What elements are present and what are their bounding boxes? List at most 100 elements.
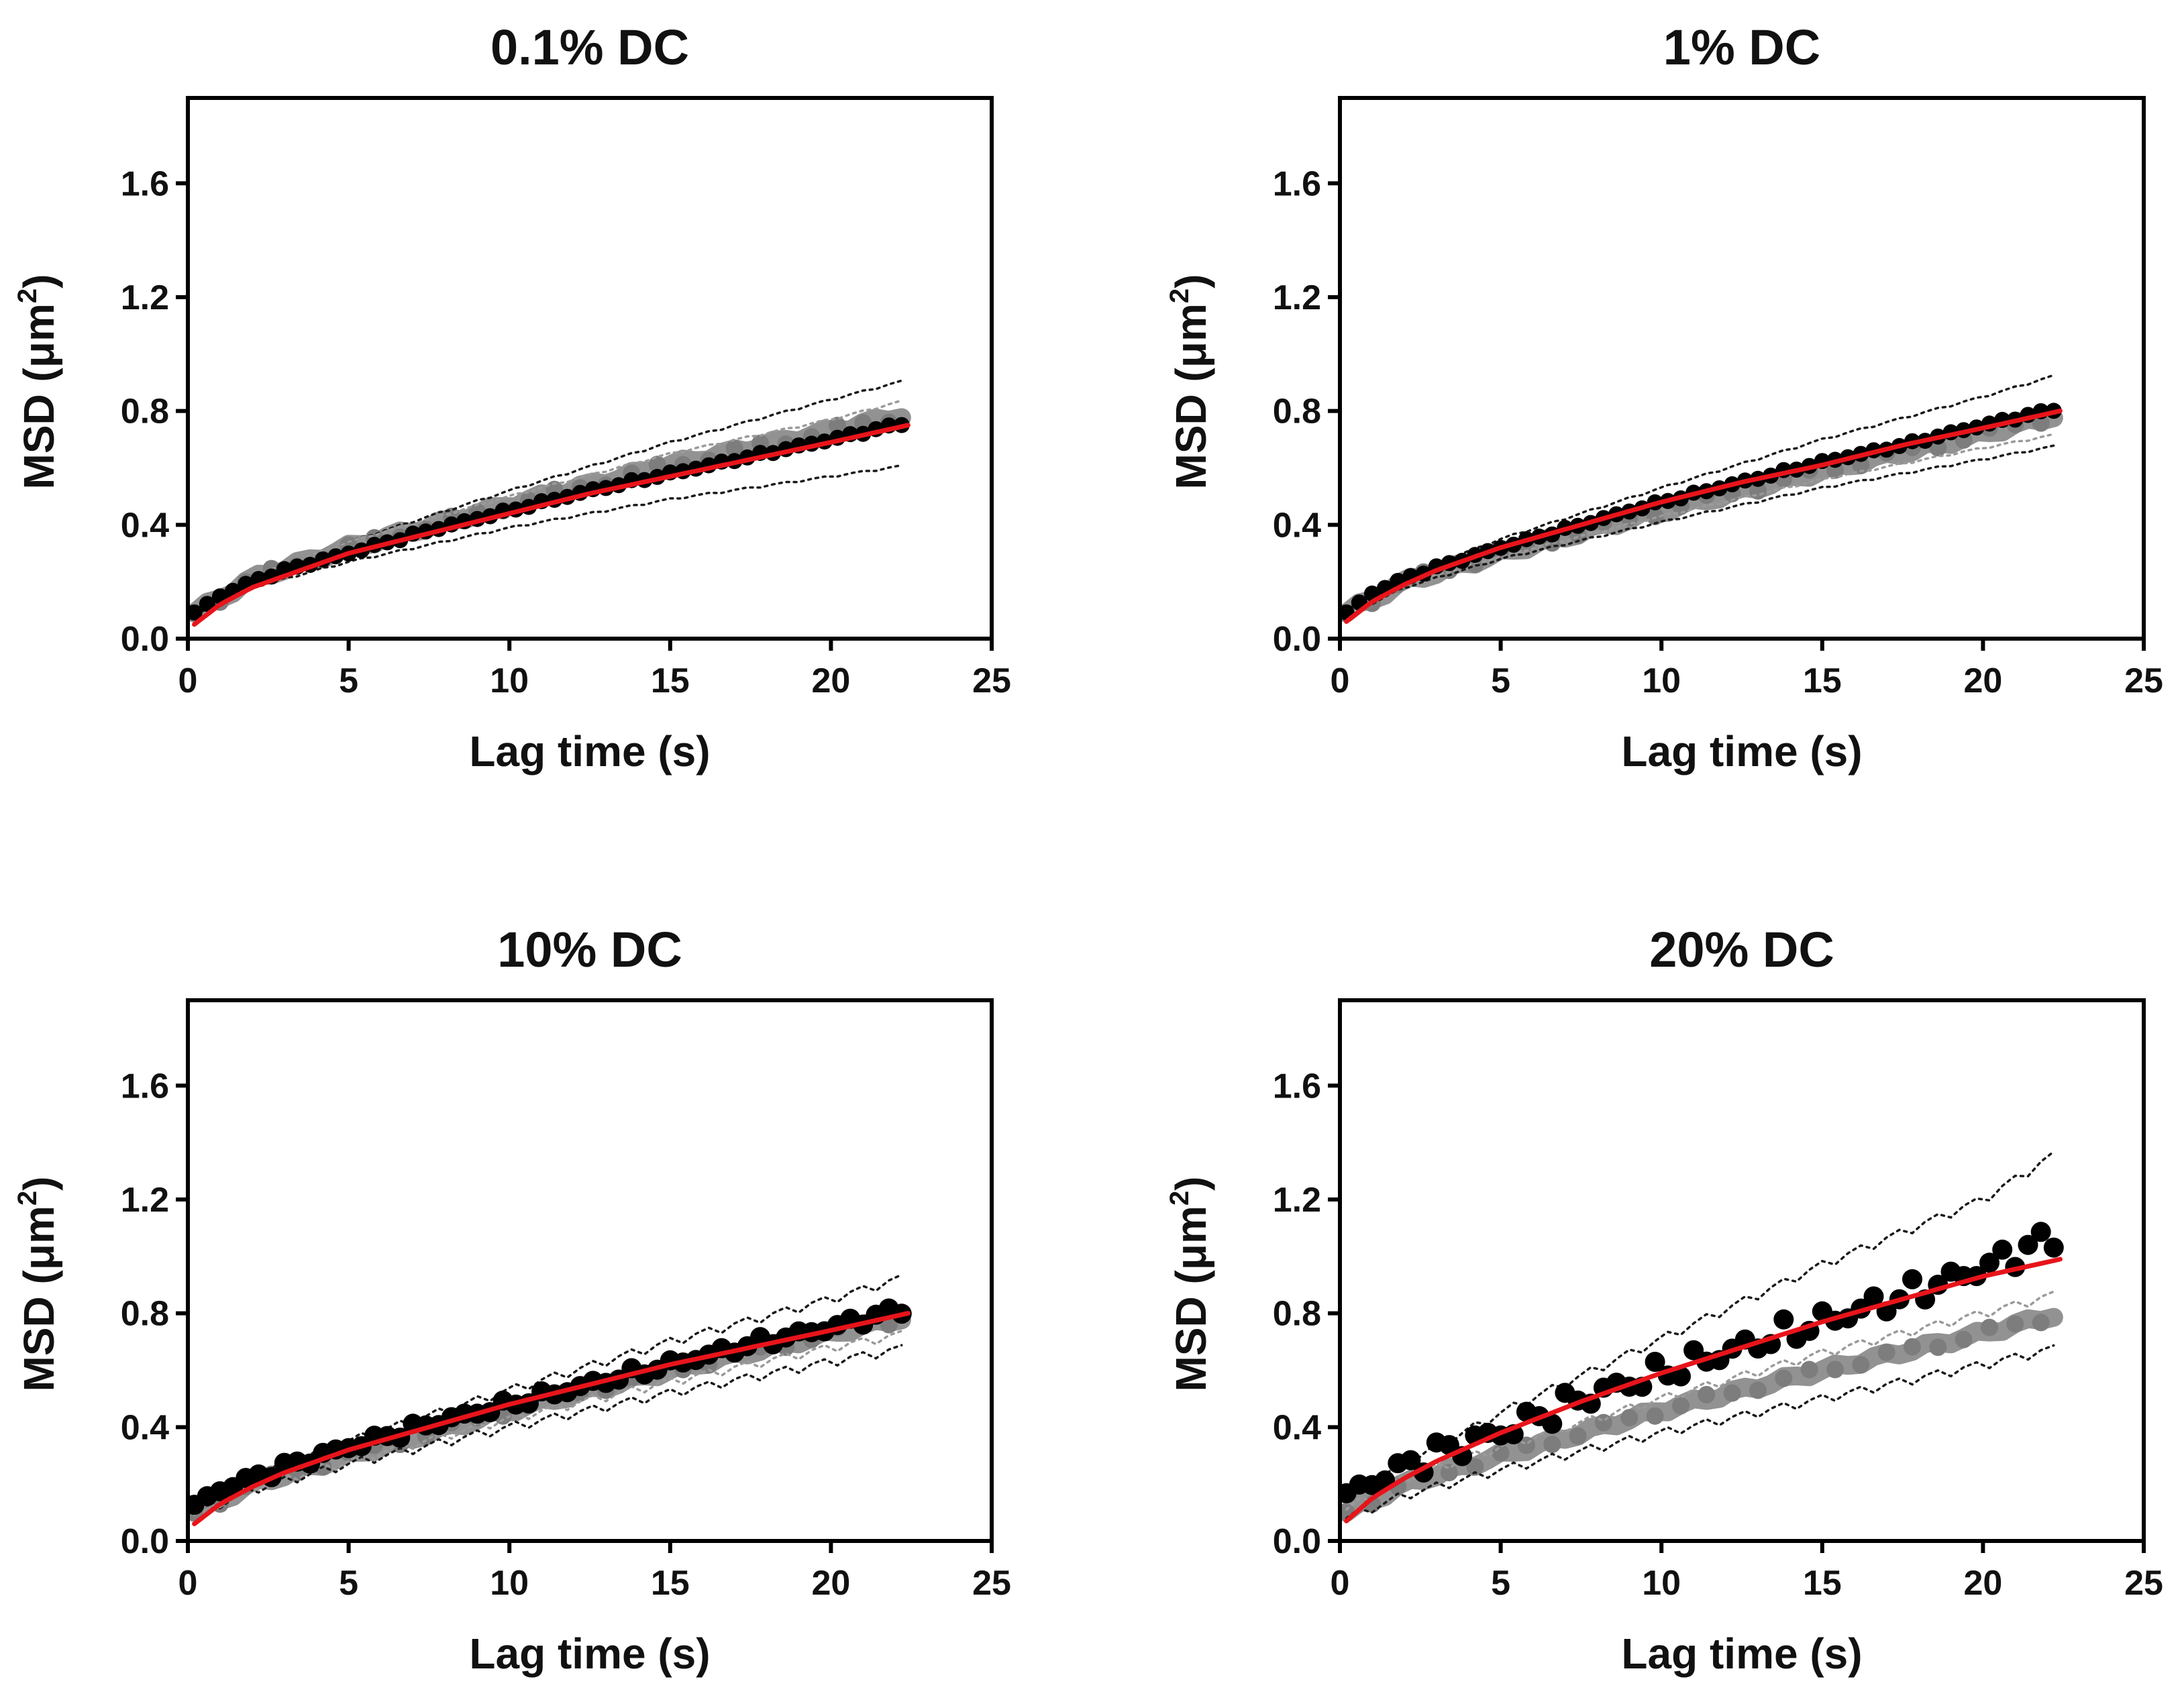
data-point [2018,1234,2038,1255]
y-axis-label: MSD (μm2) [13,274,63,490]
chart-panel-2: 10% DC 0.0 0.4 0.8 1.2 1.6 0 5 10 15 20 25 Lag time … [13,922,1011,1678]
x-tick-label: 20 [1963,661,2002,700]
y-tick-label: 0.0 [121,620,169,659]
x-tick-label: 5 [1491,661,1510,700]
series-CI-upper [1345,374,2055,612]
y-tick-label: 1.6 [121,1067,169,1106]
chart-title: 0.1% DC [490,19,689,75]
y-axis-label-sup: 2 [13,288,42,303]
data-point [2043,1237,2064,1258]
y-axis-label-base: MSD (μm [1167,1206,1215,1391]
chart-title: 20% DC [1649,922,1834,977]
y-tick-label: 0.8 [1273,392,1321,431]
y-axis-label-tail: ) [1167,1177,1215,1191]
x-axis-label: Lag time (s) [1621,727,1862,776]
band-marker [1620,1409,1639,1427]
series-fit [192,1311,911,1526]
band-marker [648,456,666,474]
band-marker [1440,1464,1458,1482]
data-point [188,604,203,621]
series-reference-lower [1345,433,2055,617]
series-CI-lower [193,1344,903,1517]
data-point [2030,1222,2051,1242]
band-marker [1492,1444,1510,1462]
band-marker [1852,456,1870,474]
series-CI-lower [1345,444,2055,617]
y-tick-label: 0.0 [1273,620,1321,659]
band-marker [2006,1315,2024,1333]
y-tick-label: 0.4 [1273,506,1321,545]
y-axis-label-sup: 2 [13,1191,42,1206]
y-tick-label: 1.2 [121,278,169,317]
data-point [1773,1309,1794,1330]
band-marker [1569,1427,1587,1445]
y-axis-label-tail: ) [1167,274,1215,288]
chart-panel-3: 20% DC 0.0 0.4 0.8 1.2 1.6 0 5 10 15 20 25 Lag time … [1165,922,2163,1678]
x-tick-label: 20 [811,661,850,700]
x-tick-label: 5 [1491,1564,1510,1603]
band-marker [2032,414,2050,432]
band-marker [1698,1385,1716,1403]
y-tick-label: 1.2 [121,1181,169,1220]
x-tick-label: 10 [1642,661,1681,700]
data-point [1863,1286,1884,1307]
y-tick-label: 1.6 [1273,164,1321,203]
y-tick-label: 1.2 [1273,278,1321,317]
y-tick-label: 1.6 [121,164,169,203]
band-marker [2032,1314,2050,1332]
band-marker [1800,1360,1818,1379]
y-tick-label: 0.0 [1273,1522,1321,1561]
y-tick-label: 0.8 [121,392,169,431]
x-tick-label: 0 [1331,661,1350,700]
band-marker [1929,439,1947,457]
band-marker [1826,1360,1844,1379]
y-axis-label-sup: 2 [1165,288,1194,303]
x-tick-label: 10 [490,1564,529,1603]
band-marker [829,417,846,435]
band-marker [1775,1369,1793,1387]
x-axis-label: Lag time (s) [469,1630,710,1678]
y-axis-label-tail: ) [15,1177,63,1191]
y-axis-label-base: MSD (μm [15,1206,63,1391]
x-tick-label: 25 [2124,661,2163,700]
band-marker [1466,1458,1484,1476]
data-point [199,596,215,612]
y-axis-label: MSD (μm2) [13,1177,63,1392]
band-marker [1981,1318,1998,1336]
series-fit [1344,1257,2063,1524]
band-marker [725,439,743,458]
x-tick-label: 10 [1642,1564,1681,1603]
data-point [1979,1252,1999,1273]
x-tick-label: 10 [490,661,529,700]
x-tick-label: 0 [178,661,198,700]
band-marker [1723,1384,1741,1402]
chart-title: 1% DC [1663,19,1820,75]
series-fit [192,423,911,627]
band-marker [1904,1338,1921,1356]
data-point [1671,1366,1691,1387]
plot-frame [186,96,994,641]
x-tick-label: 5 [339,661,358,700]
data-point [1400,1450,1421,1471]
series-reference-lower [193,1330,903,1517]
x-axis-label: Lag time (s) [469,727,710,776]
series-CI-upper [1345,1150,2055,1500]
y-axis-label-sup: 2 [1165,1191,1194,1206]
y-axis-label-base: MSD (μm [15,303,63,489]
x-tick-label: 0 [1331,1564,1350,1603]
y-tick-label: 1.2 [1273,1181,1321,1220]
band-marker [1543,1436,1561,1453]
chart-title: 10% DC [497,922,682,977]
data-point [1902,1269,1922,1289]
series-CI-upper [193,379,903,612]
data-point [1542,1413,1563,1434]
y-tick-label: 0.4 [121,1408,169,1447]
x-tick-label: 25 [972,661,1011,700]
x-tick-label: 20 [811,1564,850,1603]
x-tick-label: 5 [339,1564,358,1603]
y-axis-label: MSD (μm2) [1165,1177,1215,1392]
band-marker [1749,1381,1767,1399]
chart-panel-0: 0.1% DC 0.0 0.4 0.8 1.2 1.6 0 5 10 15 20 25 Lag time… [13,19,1011,776]
y-tick-label: 1.6 [1273,1067,1321,1106]
